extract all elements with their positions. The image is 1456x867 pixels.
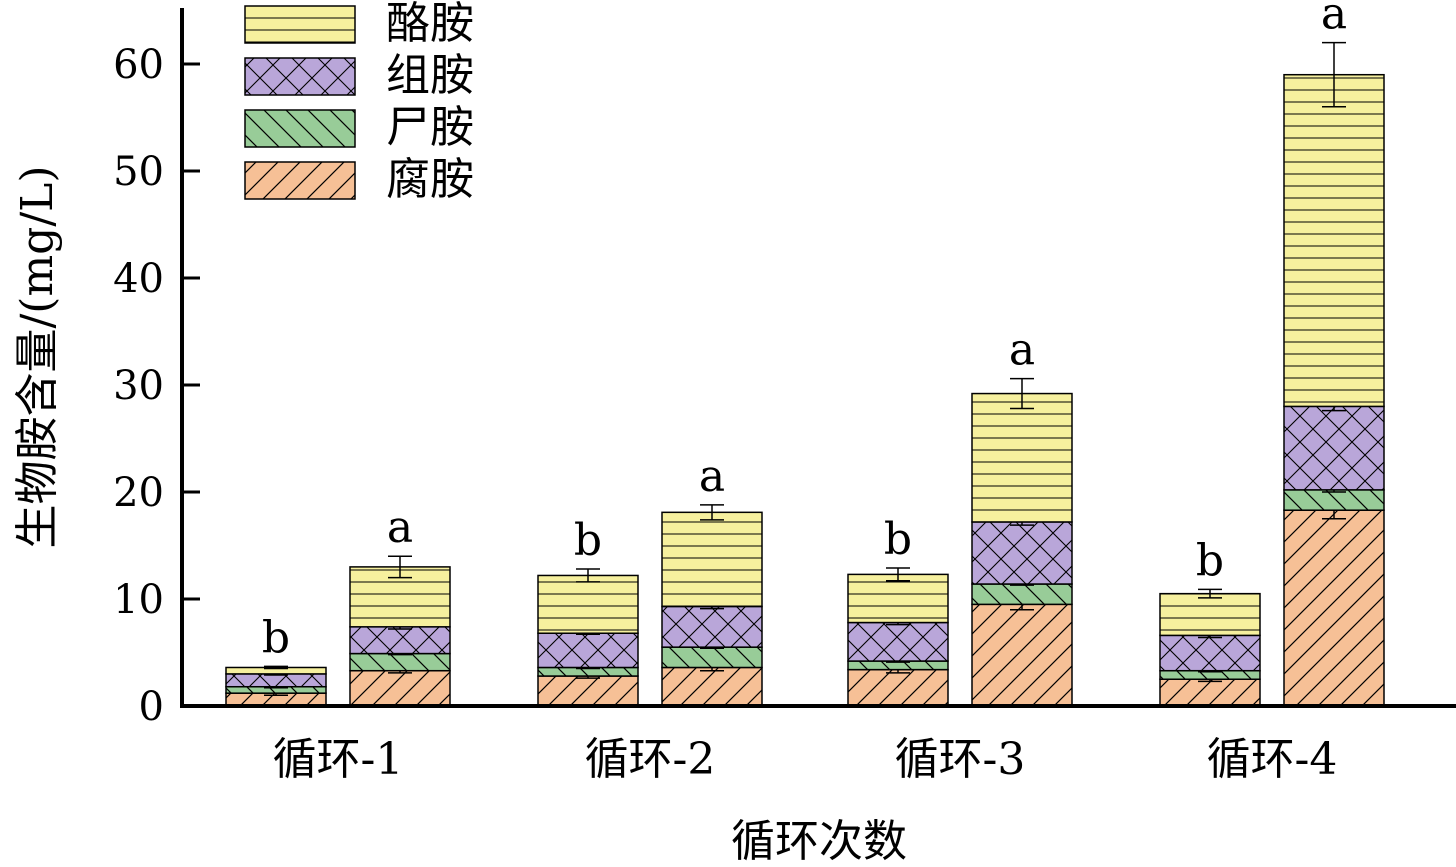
bar-segment	[971, 583, 1073, 606]
x-axis-title: 循环次数	[731, 816, 907, 867]
significance-label: b	[574, 515, 602, 566]
bar-segment	[1283, 509, 1385, 707]
bar-segment	[537, 632, 639, 669]
y-tick-label: 60	[113, 42, 164, 88]
x-category-label: 循环-1	[273, 734, 404, 785]
legend-label: 组胺	[386, 50, 474, 101]
y-tick-label: 50	[113, 149, 164, 195]
significance-label: a	[387, 502, 413, 553]
bar-segment	[661, 605, 763, 648]
y-axis-title: 生物胺含量/(mg/L)	[12, 165, 63, 548]
significance-label: a	[699, 451, 725, 502]
bar-segment	[349, 669, 451, 707]
bar-segment	[349, 626, 451, 655]
bar-segment	[1283, 489, 1385, 511]
significance-label: a	[1321, 0, 1347, 40]
axes	[180, 8, 1456, 708]
legend-swatch	[244, 5, 356, 44]
bar-segment	[349, 652, 451, 672]
bar-segment	[1283, 73, 1385, 408]
significance-label: b	[1196, 535, 1224, 586]
bar-segment	[971, 603, 1073, 707]
x-category-label: 循环-4	[1207, 734, 1338, 785]
bar-segment	[661, 666, 763, 707]
bar-segment	[847, 573, 949, 624]
bar-segment	[847, 621, 949, 662]
bar-segment	[971, 392, 1073, 523]
y-ticks: 0 10 20 30 40 50 60	[113, 42, 200, 730]
x-category-label: 循环-2	[585, 734, 716, 785]
bar-segment	[1283, 405, 1385, 491]
y-tick-label: 0	[139, 684, 164, 730]
bars-layer: b a b a b a b a	[225, 0, 1385, 707]
bar-segment	[847, 668, 949, 707]
significance-label: a	[1009, 325, 1035, 376]
legend-label: 酪胺	[386, 0, 474, 49]
legend-label: 尸胺	[386, 102, 474, 153]
bar-segment	[1159, 592, 1261, 637]
significance-label: b	[262, 612, 290, 663]
bar-segment	[225, 673, 327, 688]
bar-segment	[1159, 634, 1261, 672]
y-tick-label: 30	[113, 363, 164, 409]
y-tick-label: 40	[113, 256, 164, 302]
bar-segment	[1159, 678, 1261, 707]
bar-segment	[537, 574, 639, 634]
significance-label: b	[884, 514, 912, 565]
legend-swatch	[244, 161, 356, 200]
bar-segment	[661, 646, 763, 669]
x-category-label: 循环-3	[895, 734, 1026, 785]
y-tick-label: 20	[113, 470, 164, 516]
x-category-labels: 循环-1 循环-2 循环-3 循环-4	[273, 734, 1338, 785]
legend-swatch	[244, 109, 356, 148]
legend-label: 腐胺	[386, 154, 474, 205]
legend-swatch	[244, 57, 356, 96]
bar-segment	[537, 675, 639, 707]
bar-segment	[661, 511, 763, 608]
y-tick-label: 10	[113, 577, 164, 623]
bar-segment	[971, 521, 1073, 585]
